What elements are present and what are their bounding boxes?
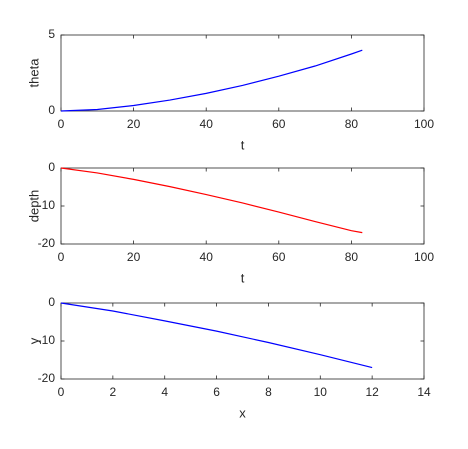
x-tick-label: 40 xyxy=(200,250,214,264)
y-axis-label: depth xyxy=(26,190,41,223)
x-tick-label: 10 xyxy=(314,385,328,399)
x-tick-label: 80 xyxy=(345,250,359,264)
y-tick-label: -20 xyxy=(38,371,56,385)
y-tick-label: -20 xyxy=(38,236,56,250)
y-tick-label: 5 xyxy=(48,27,55,41)
y-tick-label: 0 xyxy=(48,160,55,174)
x-tick-label: 2 xyxy=(110,385,117,399)
y-axis-label: theta xyxy=(26,58,41,88)
data-line xyxy=(60,302,373,369)
x-tick-label: 20 xyxy=(127,250,141,264)
x-tick-label: 0 xyxy=(58,117,65,131)
y-axis-label: y xyxy=(26,337,41,344)
x-tick-label: 0 xyxy=(58,385,65,399)
axes-box xyxy=(60,167,425,245)
axes-box xyxy=(60,34,425,112)
x-tick-label: 14 xyxy=(417,385,431,399)
x-tick-label: 4 xyxy=(161,385,168,399)
x-axis-label: t xyxy=(241,270,245,285)
data-line xyxy=(60,49,363,112)
x-tick-label: 80 xyxy=(345,117,359,131)
x-tick-label: 8 xyxy=(265,385,272,399)
data-line xyxy=(60,167,363,234)
x-tick-label: 60 xyxy=(272,117,286,131)
axes-box xyxy=(60,302,425,380)
x-tick-label: 6 xyxy=(213,385,220,399)
y-tick-label: 0 xyxy=(48,295,55,309)
x-axis-label: x xyxy=(239,405,246,420)
x-tick-label: 20 xyxy=(127,117,141,131)
x-axis-label: t xyxy=(241,137,245,152)
x-tick-label: 100 xyxy=(414,117,434,131)
x-tick-label: 40 xyxy=(200,117,214,131)
y-tick-label: -10 xyxy=(38,333,56,347)
y-tick-label: 0 xyxy=(48,103,55,117)
x-tick-label: 0 xyxy=(58,250,65,264)
x-tick-label: 60 xyxy=(272,250,286,264)
x-tick-label: 100 xyxy=(414,250,434,264)
x-tick-label: 12 xyxy=(365,385,379,399)
y-tick-label: -10 xyxy=(38,198,56,212)
